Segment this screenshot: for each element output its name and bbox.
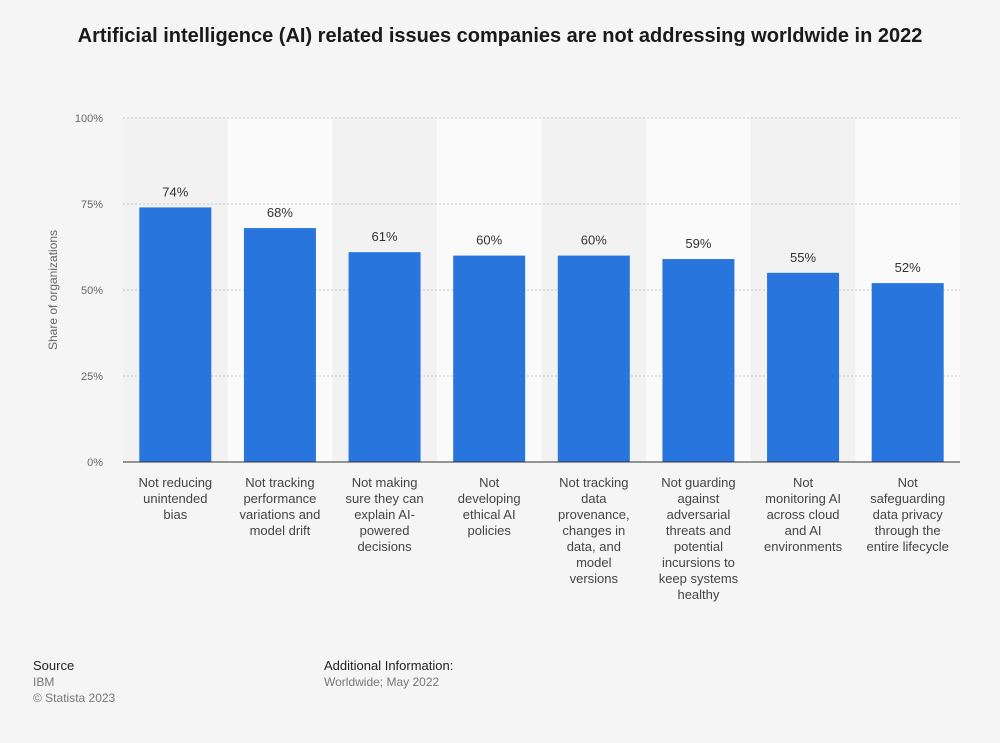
bar bbox=[557, 255, 630, 462]
bar bbox=[453, 255, 526, 462]
x-tick-label: Not developing ethical AI policies bbox=[458, 475, 521, 538]
bar bbox=[871, 283, 944, 462]
y-tick-label: 100% bbox=[75, 113, 103, 125]
bar bbox=[767, 272, 840, 462]
data-label: 52% bbox=[895, 260, 921, 275]
additional-info-heading: Additional Information: bbox=[324, 658, 454, 673]
x-tick-label: Not reducing unintended bias bbox=[138, 475, 212, 522]
y-tick-label: 0% bbox=[87, 457, 103, 469]
data-label: 59% bbox=[685, 236, 711, 251]
data-label: 60% bbox=[476, 233, 502, 248]
y-tick-label: 50% bbox=[81, 285, 103, 297]
bar bbox=[243, 228, 316, 462]
x-tick-label: Not monitoring AI across cloud and AI enviro… bbox=[764, 475, 843, 554]
chart-title: Artificial intelligence (AI) related iss… bbox=[77, 25, 923, 47]
data-label: 68% bbox=[267, 205, 293, 220]
x-tick-label: Not tracking data provenance, changes in dat… bbox=[558, 475, 630, 586]
y-tick-label: 25% bbox=[81, 371, 103, 383]
bar bbox=[139, 207, 212, 462]
y-axis-title: Share of organizations bbox=[46, 230, 60, 350]
x-tick-label: Not guarding against adversarial threats an… bbox=[659, 475, 739, 602]
copyright-text: © Statista 2023 bbox=[33, 691, 116, 705]
additional-info-text: Worldwide; May 2022 bbox=[324, 675, 440, 689]
bar-chart: 0% 25% 50% 75% 100% Share of organizations 74%… bbox=[46, 113, 960, 602]
data-label: 60% bbox=[581, 233, 607, 248]
bar bbox=[348, 252, 421, 462]
x-tick-label: Not safeguarding data privacy through the en… bbox=[867, 475, 949, 554]
x-tick-label: Not tracking performance variations and mod… bbox=[239, 475, 320, 538]
y-tick-label: 75% bbox=[81, 199, 103, 211]
source-name: IBM bbox=[33, 675, 55, 689]
data-label: 74% bbox=[162, 184, 188, 199]
bar bbox=[662, 259, 735, 462]
additional-info-block: Additional Information: Worldwide; May 2… bbox=[324, 658, 453, 690]
source-block: Source IBM © Statista 2023 bbox=[33, 658, 115, 706]
source-heading: Source bbox=[33, 658, 75, 673]
x-tick-label: Not making sure they can explain AI-powere… bbox=[346, 475, 424, 554]
data-label: 61% bbox=[372, 229, 398, 244]
data-label: 55% bbox=[790, 250, 816, 265]
